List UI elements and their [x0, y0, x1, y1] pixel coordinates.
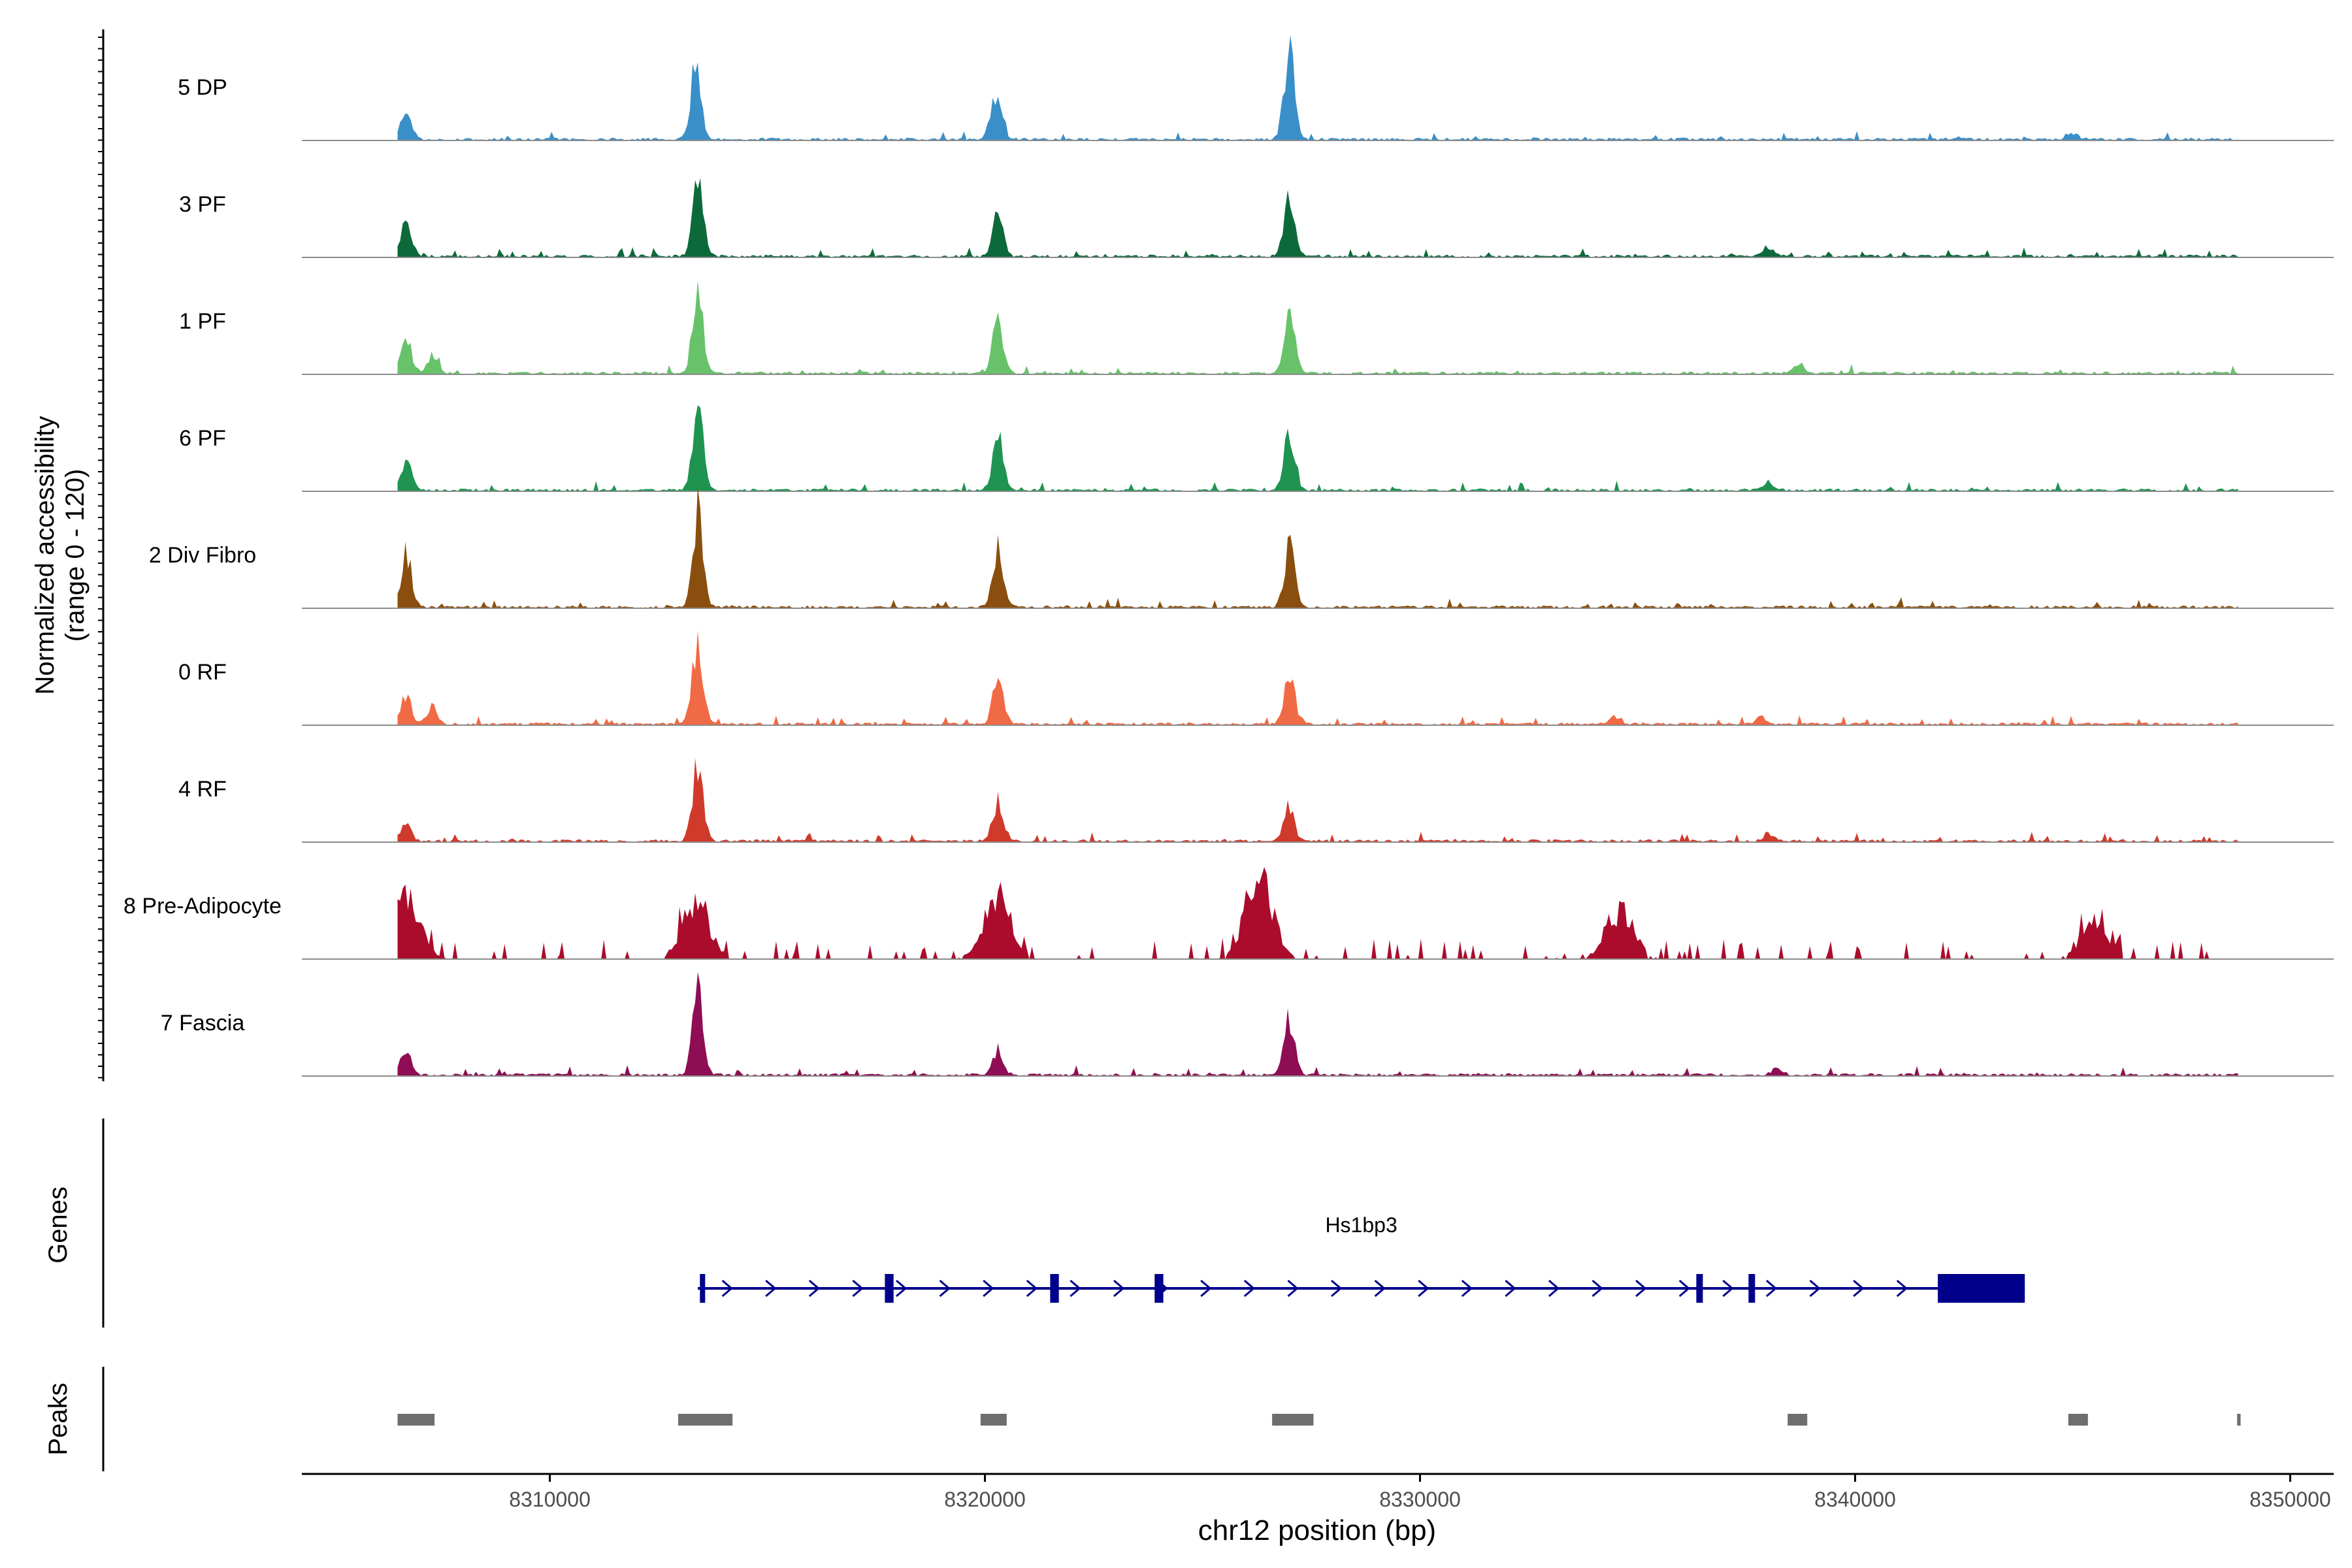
- strand-arrow: [1070, 1279, 1081, 1298]
- strand-arrow: [1592, 1279, 1603, 1298]
- x-tick-label: 8310000: [509, 1488, 591, 1511]
- gene-label: Hs1bp3: [1325, 1213, 1397, 1237]
- track-label: 2 Div Fibro: [149, 543, 256, 568]
- track-5-dp: 5 DP: [178, 35, 2334, 141]
- gene-exon: [1154, 1274, 1164, 1303]
- track-0-rf: 0 RF: [178, 630, 2334, 726]
- strand-arrow: [1200, 1279, 1212, 1298]
- track-label: 6 PF: [179, 426, 226, 451]
- strand-arrow: [1765, 1279, 1778, 1298]
- x-axis-ticks: 8310000 8320000 8330000 8340000 8350000: [509, 1474, 2331, 1511]
- track-label: 4 RF: [178, 777, 227, 802]
- strand-arrow: [1287, 1279, 1299, 1298]
- track-2-div-fibro: 2 Div Fibro: [149, 486, 2334, 609]
- peaks-panel-label: Peaks: [44, 1382, 73, 1455]
- peak-region: [1272, 1414, 1314, 1426]
- x-tick-label: 8330000: [1379, 1488, 1461, 1511]
- strand-arrow: [1461, 1279, 1473, 1298]
- peak-region: [2068, 1414, 2088, 1426]
- gene-exon: [1748, 1274, 1756, 1303]
- strand-arrow: [1374, 1279, 1386, 1298]
- x-tick-label: 8320000: [944, 1488, 1026, 1511]
- strand-arrow: [983, 1279, 994, 1298]
- track-3-pf: 3 PF: [179, 178, 2334, 258]
- peak-region: [980, 1414, 1007, 1426]
- strand-arrow: [1026, 1279, 1038, 1298]
- strand-arrow: [765, 1279, 777, 1298]
- strand-arrow: [1635, 1279, 1647, 1298]
- coverage-tracks: 5 DP 3 PF 1 PF 6 PF 2 Div Fibro 0 RF 4 RF 8 Pre…: [123, 35, 2334, 1077]
- track-label: 0 RF: [178, 660, 227, 685]
- track-4-rf: 4 RF: [178, 758, 2334, 843]
- gene-exon: [1696, 1274, 1703, 1303]
- genes-panel-label: Genes: [44, 1186, 73, 1264]
- gene-exon: [1050, 1274, 1059, 1303]
- y-axis-label-line1: Normalized accessibility: [31, 416, 59, 695]
- peak-regions-track: [397, 1414, 2241, 1426]
- strand-arrow: [1896, 1279, 1908, 1298]
- peak-region: [397, 1414, 435, 1426]
- peak-region: [678, 1414, 733, 1426]
- strand-arrow: [1722, 1279, 1734, 1298]
- track-1-pf: 1 PF: [179, 280, 2334, 375]
- x-tick-label: 8340000: [1814, 1488, 1896, 1511]
- track-8-pre-adipocyte: 8 Pre-Adipocyte: [123, 867, 2334, 960]
- strand-arrow: [1809, 1279, 1821, 1298]
- strand-arrow: [939, 1279, 951, 1298]
- y-axis-label-line2: (range 0 - 120): [61, 469, 90, 642]
- gene-track: Hs1bp3: [698, 1213, 2025, 1303]
- track-label: 3 PF: [179, 192, 226, 217]
- strand-arrow: [896, 1279, 907, 1298]
- track-label: 5 DP: [178, 75, 227, 100]
- strand-arrow: [1548, 1279, 1560, 1298]
- coverage-y-axis-ticks: [98, 37, 103, 1079]
- track-label: 1 PF: [179, 309, 226, 334]
- track-label: 7 Fascia: [161, 1011, 245, 1036]
- strand-arrow: [1113, 1279, 1125, 1298]
- x-tick-label: 8350000: [2249, 1488, 2331, 1511]
- strand-arrow: [1418, 1279, 1429, 1298]
- coverage-y-axis: [98, 29, 105, 1081]
- track-label: 8 Pre-Adipocyte: [123, 894, 282, 919]
- peak-region: [2237, 1414, 2241, 1426]
- strand-arrow: [808, 1279, 821, 1298]
- strand-arrow: [721, 1279, 733, 1298]
- strand-arrow: [852, 1279, 864, 1298]
- strand-arrow: [1243, 1279, 1256, 1298]
- gene-exon: [700, 1274, 706, 1303]
- strand-arrow: [1505, 1279, 1516, 1298]
- gene-exon: [885, 1274, 894, 1303]
- gene-exon: [1938, 1274, 2025, 1303]
- track-6-pf: 6 PF: [179, 404, 2334, 492]
- track-7-fascia: 7 Fascia: [161, 972, 2334, 1077]
- peak-region: [1788, 1414, 1808, 1426]
- strand-arrow: [1331, 1279, 1343, 1298]
- strand-arrow: [1853, 1279, 1865, 1298]
- x-axis-label: chr12 position (bp): [1198, 1514, 1436, 1546]
- strand-arrow: [1678, 1279, 1691, 1298]
